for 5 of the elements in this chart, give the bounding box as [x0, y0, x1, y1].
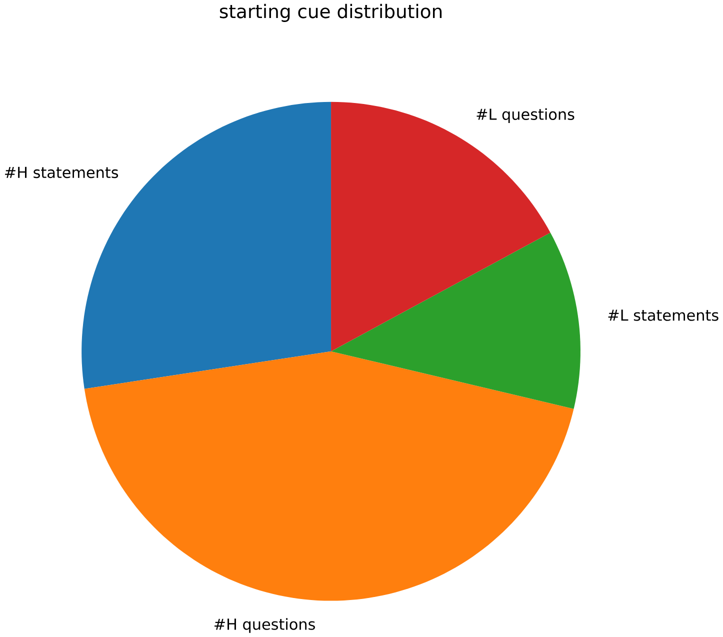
slice-label: #H questions — [214, 618, 315, 633]
chart-title: starting cue distribution — [220, 4, 442, 22]
slice-label: #L statements — [608, 310, 718, 322]
slice-label: #L questions — [476, 108, 574, 124]
slice-label: #H statements — [5, 167, 118, 178]
